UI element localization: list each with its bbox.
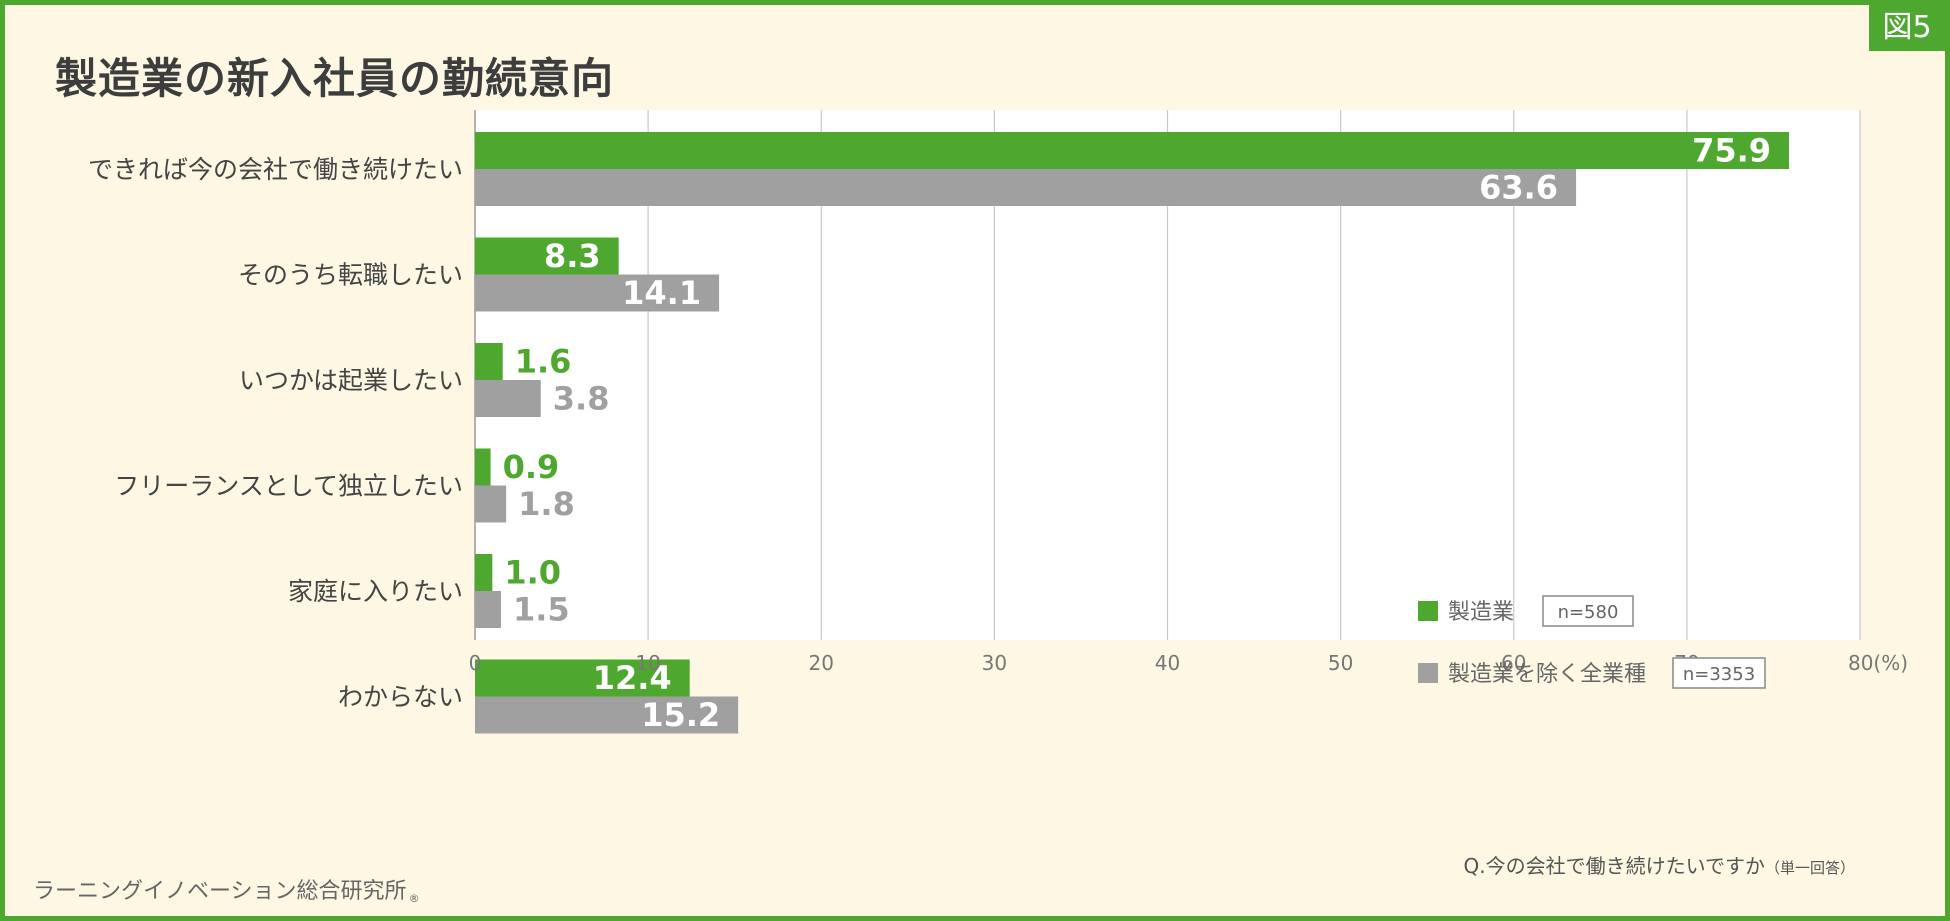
category-label: わからない xyxy=(338,683,463,712)
question-main: Q.今の会社で働き続けたいですか xyxy=(1463,854,1765,878)
category-label: そのうち転職したい xyxy=(238,261,463,290)
source-text: ラーニングイノベーション総合研究所 xyxy=(33,879,407,904)
bars: 75.9 63.6 8.3 14.1 1.63.8 0.91.8 1.01.5 12.415.… xyxy=(475,132,1790,734)
legend-n-label: n=3353 xyxy=(1683,664,1755,685)
category-labels: できれば今の会社で働き続けたいそのうち転職したいいつかは起業したいフリーランスと… xyxy=(88,155,463,712)
legend-n-label: n=580 xyxy=(1558,602,1619,623)
data-label: 1.6 xyxy=(515,343,572,381)
legend-swatch xyxy=(1418,663,1438,683)
bar xyxy=(475,448,491,486)
bar-chart: 75.9 63.6 8.3 14.1 1.63.8 0.91.8 1.01.5 12.415.… xyxy=(88,110,1908,734)
category-label: フリーランスとして独立したい xyxy=(114,472,463,501)
legend-n-box xyxy=(1672,657,1766,689)
legend-n-box xyxy=(1542,595,1634,627)
data-label: 14.1 xyxy=(622,274,701,312)
source-credit: ラーニングイノベーション総合研究所 ® xyxy=(33,873,420,905)
legend-label: 製造業 xyxy=(1448,600,1514,625)
bar xyxy=(475,380,541,417)
x-tick-label: 60 xyxy=(1501,651,1526,675)
data-label: 75.9 xyxy=(1692,132,1771,170)
data-label: 1.5 xyxy=(513,591,570,629)
x-tick-label: 10 xyxy=(635,651,660,675)
question-note: （単一回答） xyxy=(1764,859,1855,877)
x-tick-label: 40 xyxy=(1155,651,1180,675)
legend: 製造業 n=580 製造業を除く全業種 n=3353 xyxy=(1418,595,1766,689)
legend-swatch xyxy=(1418,601,1438,621)
legend-label: 製造業を除く全業種 xyxy=(1448,662,1646,687)
registered-mark: ® xyxy=(408,892,420,905)
category-label: いつかは起業したい xyxy=(239,366,463,395)
x-tick-label: 80(%) xyxy=(1848,651,1908,675)
bar xyxy=(475,343,503,380)
x-tick-label: 50 xyxy=(1328,651,1353,675)
data-label: 3.8 xyxy=(553,380,610,418)
data-label: 8.3 xyxy=(544,237,601,275)
bar xyxy=(475,132,1790,169)
bar xyxy=(475,591,501,628)
bar xyxy=(475,169,1577,206)
x-tick-labels: 01020304050607080(%) xyxy=(469,651,1908,675)
category-label: できれば今の会社で働き続けたい xyxy=(88,155,463,184)
bar xyxy=(475,696,739,734)
x-tick-label: 30 xyxy=(982,651,1007,675)
data-label: 15.2 xyxy=(641,696,720,734)
question-text: Q.今の会社で働き続けたいですか（単一回答） xyxy=(1463,850,1855,879)
data-label: 1.0 xyxy=(504,554,561,592)
bar xyxy=(475,659,690,697)
bar xyxy=(475,274,720,312)
data-label: 12.4 xyxy=(593,659,672,697)
figure-number-badge: 図5 xyxy=(1869,5,1945,51)
data-label: 63.6 xyxy=(1479,169,1558,207)
x-tick-label: 0 xyxy=(469,651,482,675)
chart-title: 製造業の新入社員の勤続意向 xyxy=(55,54,615,103)
category-label: 家庭に入りたい xyxy=(288,577,463,606)
bar xyxy=(475,554,493,591)
x-tick-label: 20 xyxy=(809,651,834,675)
data-label: 1.8 xyxy=(518,485,575,523)
bar xyxy=(475,485,507,523)
data-label: 0.9 xyxy=(503,448,560,486)
bar xyxy=(475,237,619,275)
